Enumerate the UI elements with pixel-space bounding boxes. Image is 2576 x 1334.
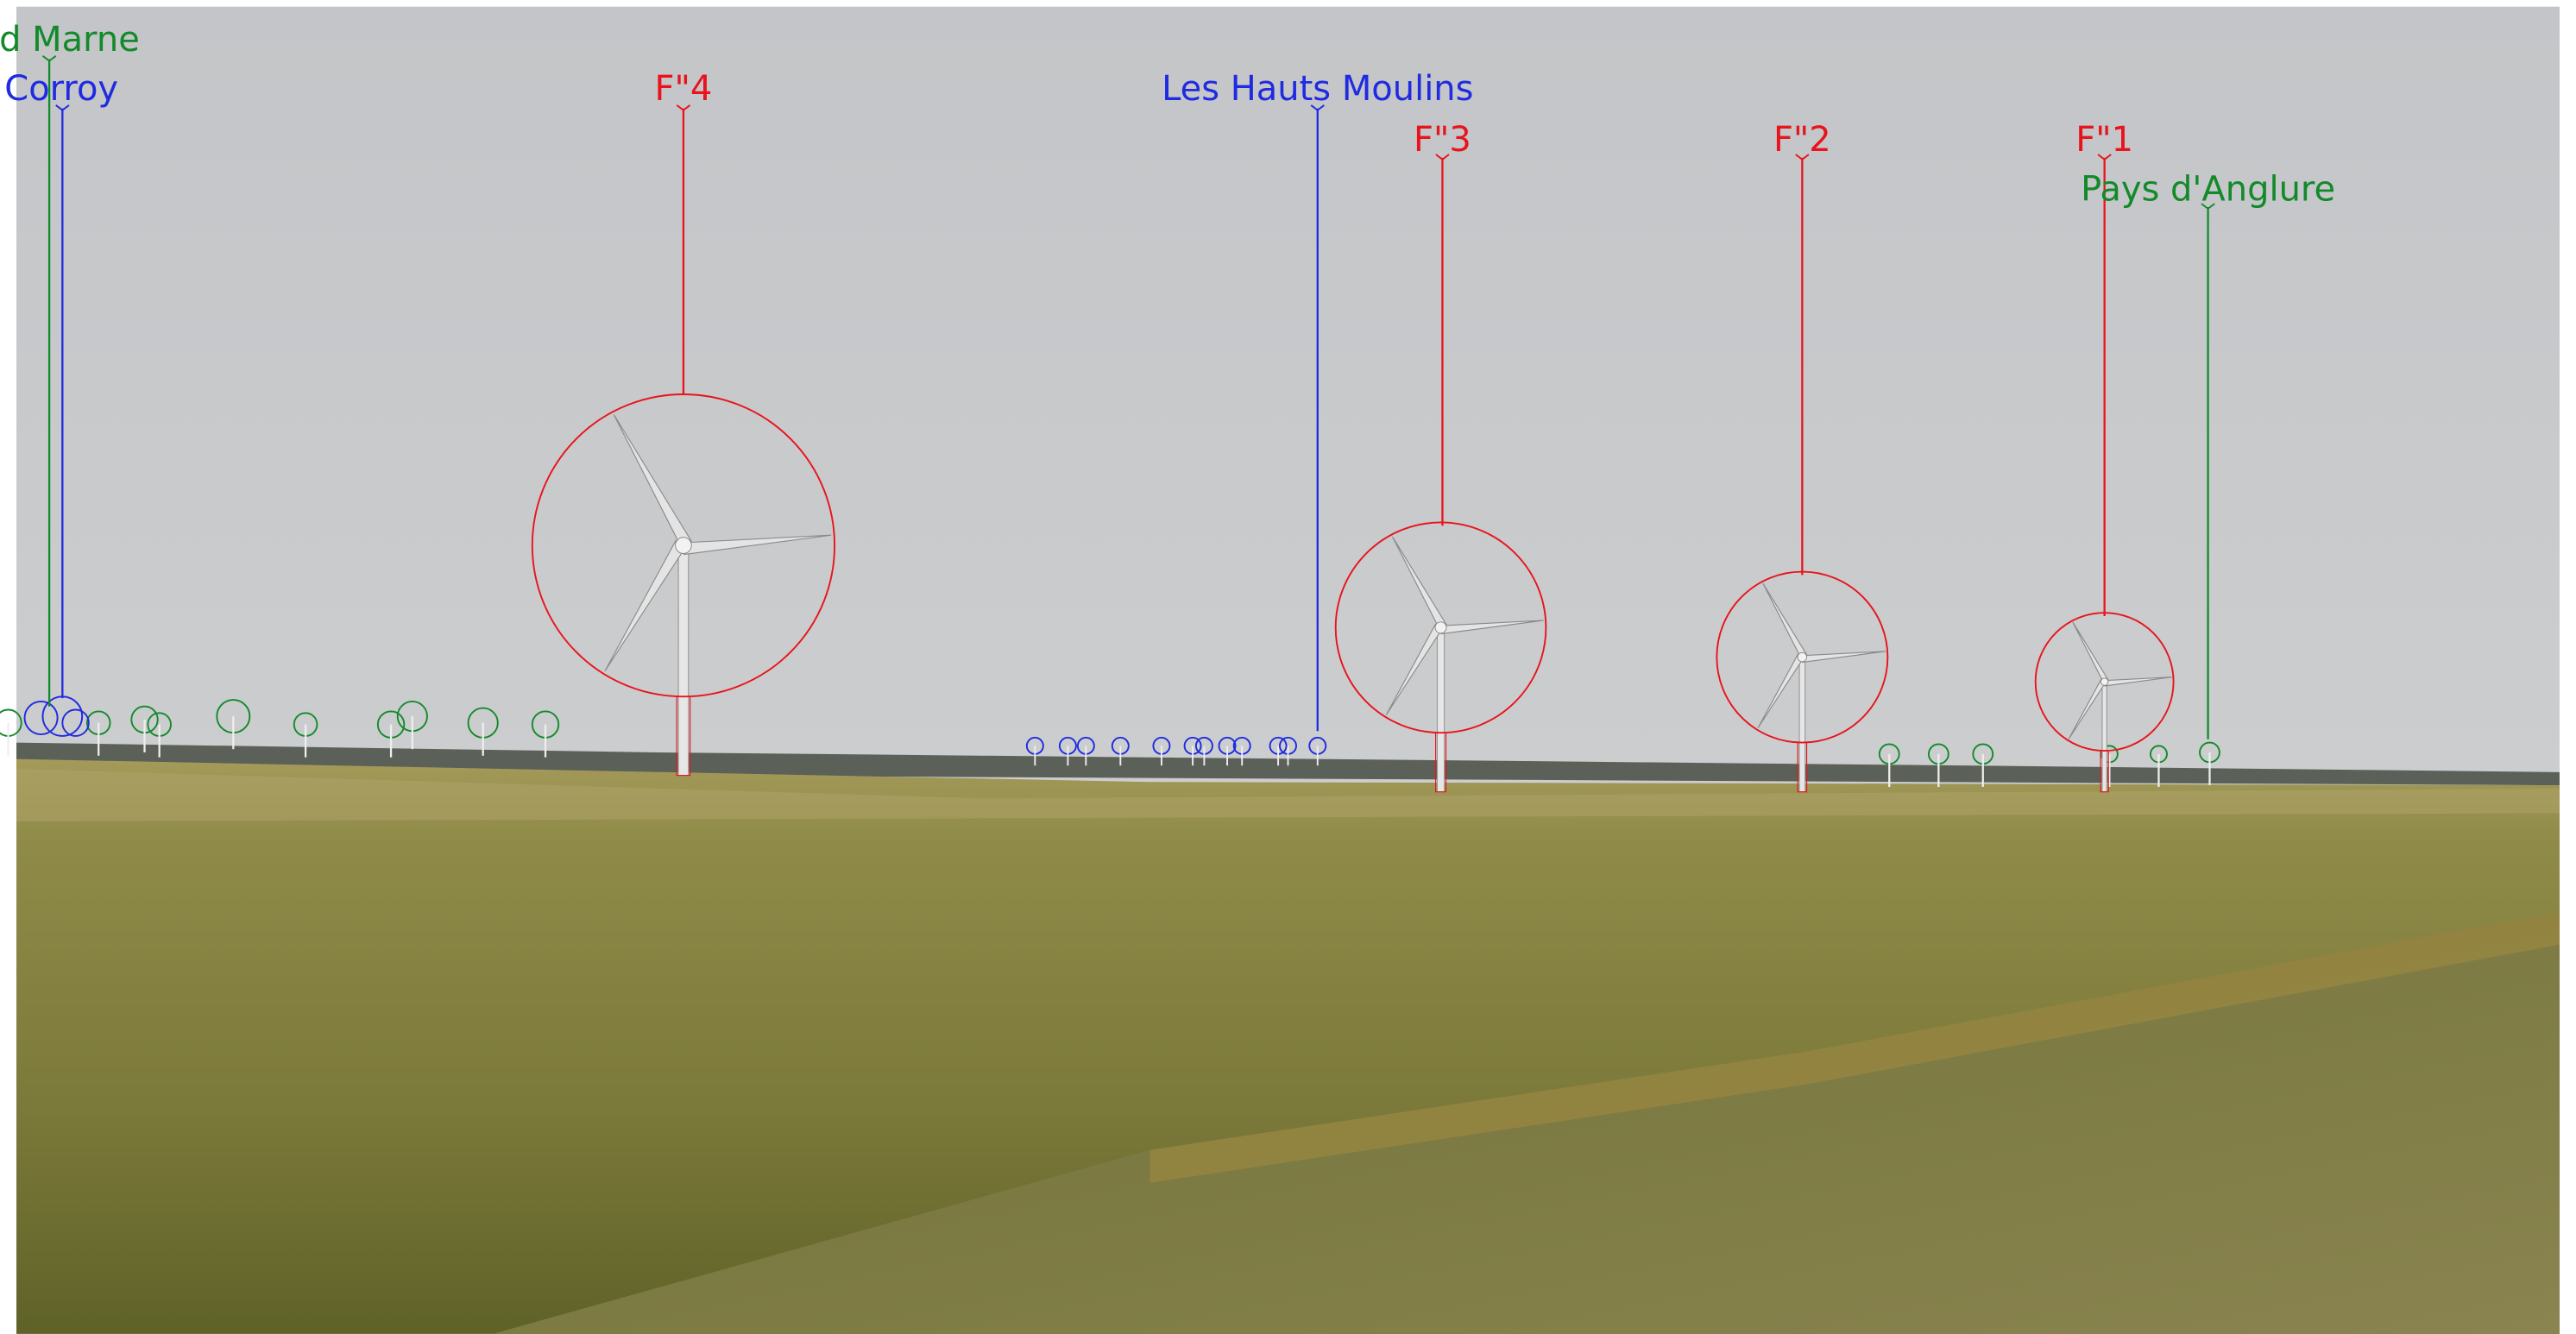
turbine-label: Corroy [4, 69, 118, 109]
turbine-hub [676, 538, 692, 554]
turbine-tower [1437, 627, 1444, 791]
page: d Marne Corroy F"4 Les Hauts Moulins F"3 F"2 F… [0, 0, 2576, 1334]
turbine-label: Pays d'Anglure [2081, 169, 2335, 209]
turbine-hub [1435, 622, 1446, 633]
turbine-hub [1798, 652, 1807, 662]
turbine-label: F"2 [1773, 120, 1831, 160]
turbine-label: Les Hauts Moulins [1162, 69, 1473, 109]
turbine-label: d Marne [0, 20, 140, 60]
turbine-hub [2100, 678, 2108, 686]
turbine-label: F"4 [655, 69, 713, 109]
turbine-label: F"1 [2075, 120, 2133, 160]
turbine-tower [1799, 658, 1805, 792]
turbine-tower [2102, 682, 2107, 792]
photomontage: d Marne Corroy F"4 Les Hauts Moulins F"3 F"2 F… [0, 0, 2576, 1334]
turbine-tower [678, 545, 689, 776]
turbine-label: F"3 [1414, 120, 1471, 160]
